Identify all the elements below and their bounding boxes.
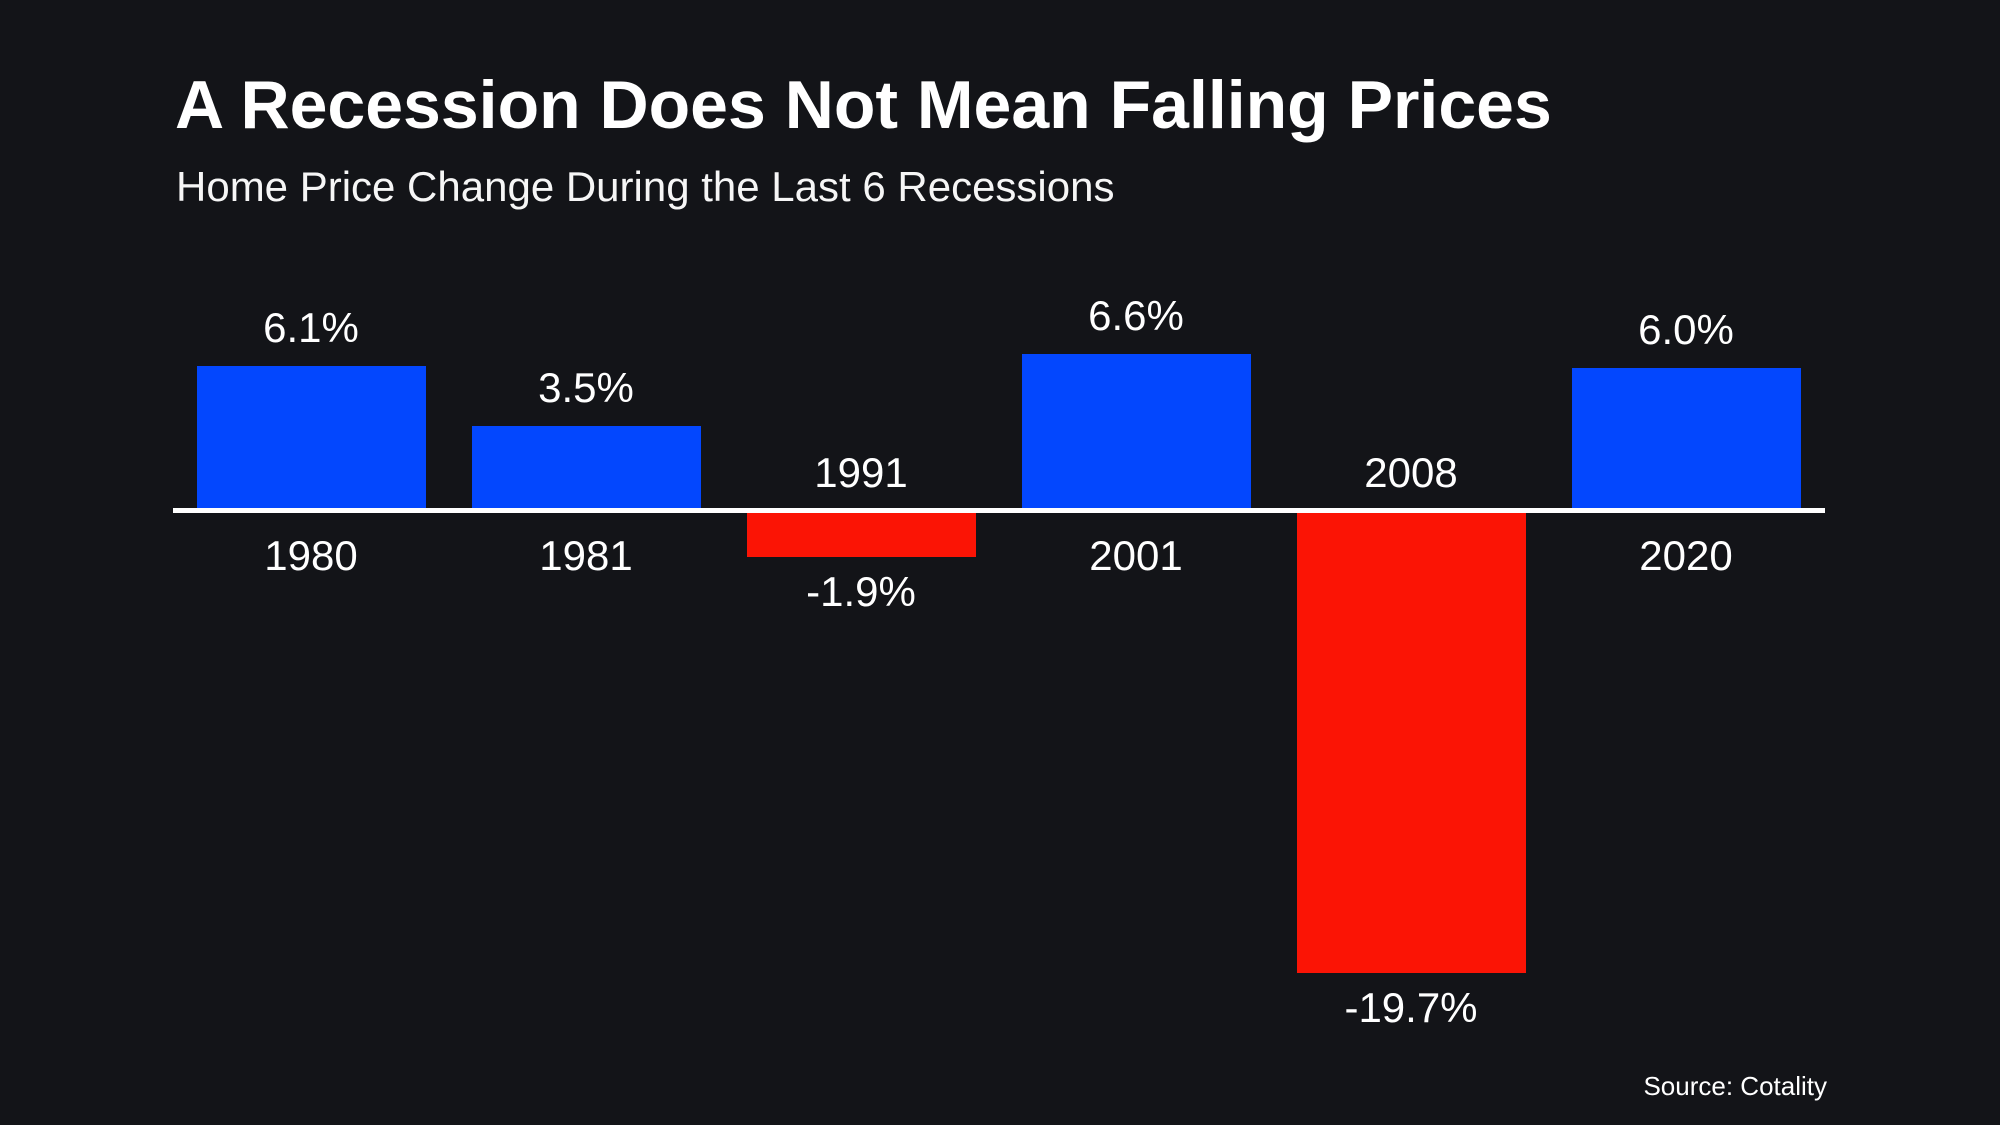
bar-year-label: 2020 — [1639, 532, 1733, 579]
chart-title: A Recession Does Not Mean Falling Prices — [175, 67, 1552, 143]
bar-value-label: -19.7% — [1344, 984, 1478, 1031]
bar-year-label: 1981 — [539, 532, 633, 579]
bar-value-label: -1.9% — [806, 568, 916, 615]
bar-year-label: 2008 — [1364, 449, 1458, 496]
source-attribution: Source: Cotality — [1643, 1071, 1827, 1101]
bar-2020 — [1571, 368, 1801, 508]
bar-1991 — [746, 513, 976, 557]
bar-2008 — [1296, 513, 1526, 973]
bar-1981 — [471, 426, 701, 508]
bar-2001 — [1021, 354, 1251, 508]
bar-year-label: 2001 — [1089, 532, 1183, 579]
bar-year-label: 1980 — [264, 532, 358, 579]
chart-subtitle: Home Price Change During the Last 6 Rece… — [176, 163, 1115, 210]
bar-1980 — [196, 366, 426, 508]
bar-year-label: 1991 — [814, 449, 908, 496]
zero-baseline-axis — [173, 508, 1825, 513]
bar-value-label: 3.5% — [538, 364, 634, 411]
bar-value-label: 6.6% — [1088, 292, 1184, 339]
bar-value-label: 6.1% — [263, 304, 359, 351]
bar-value-label: 6.0% — [1638, 306, 1734, 353]
